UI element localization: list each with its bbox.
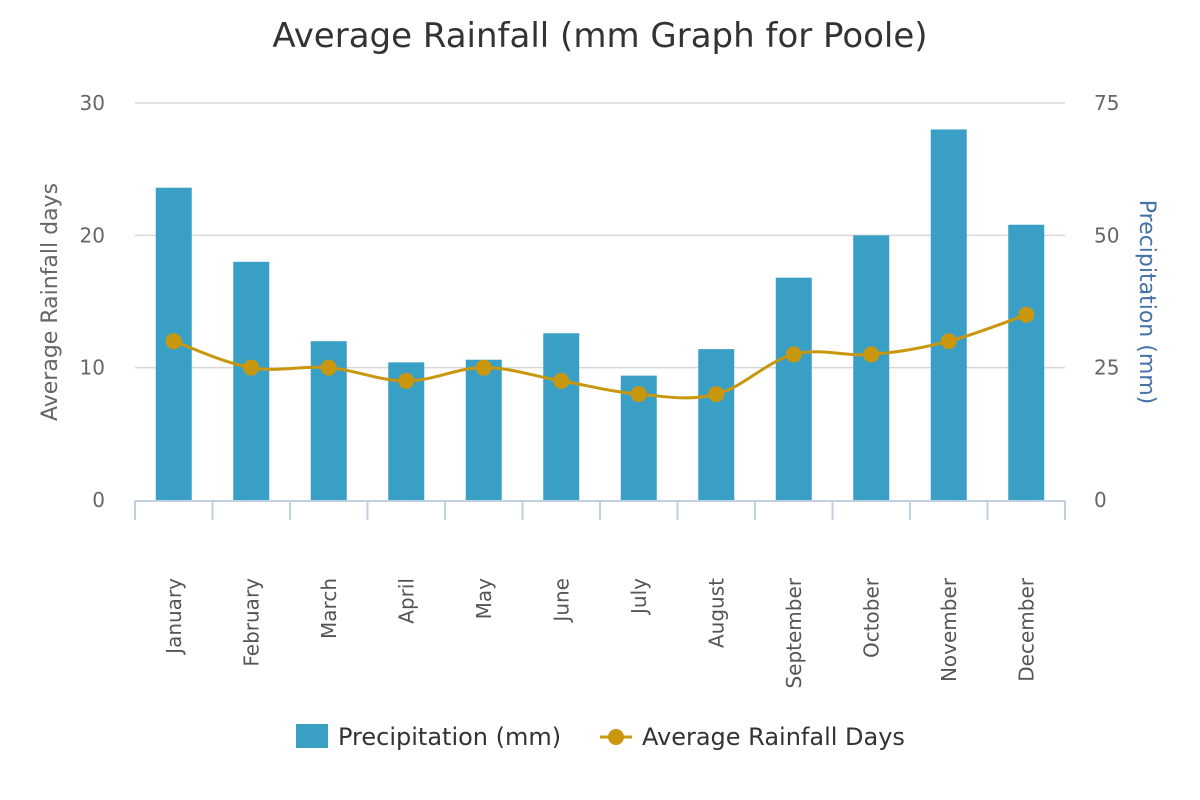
left-tick-label: 30 — [80, 91, 105, 115]
category-label-february: February — [239, 578, 263, 667]
precipitation-bars — [155, 129, 1045, 501]
x-axis — [134, 500, 1066, 520]
legend-item-precipitation[interactable]: Precipitation (mm) — [296, 723, 561, 751]
point-march[interactable] — [320, 359, 337, 376]
right-axis-ticks: 0 25 50 75 — [1094, 91, 1119, 512]
bar-february[interactable] — [233, 261, 270, 500]
right-tick-label: 0 — [1094, 488, 1107, 512]
bar-june[interactable] — [543, 333, 580, 500]
legend[interactable]: Precipitation (mm) Average Rainfall Days — [296, 723, 905, 751]
right-tick-label: 75 — [1094, 91, 1119, 115]
right-axis-title: Precipitation (mm) — [1134, 200, 1159, 405]
category-label-april: April — [394, 578, 418, 624]
category-label-december: December — [1014, 577, 1038, 681]
point-january[interactable] — [165, 333, 182, 350]
point-november[interactable] — [940, 333, 957, 350]
category-label-march: March — [317, 578, 341, 639]
legend-swatch-precipitation — [296, 724, 328, 748]
left-axis-ticks: 0 10 20 30 — [80, 91, 105, 512]
left-axis-title: Average Rainfall days — [38, 183, 63, 421]
bar-october[interactable] — [853, 235, 890, 501]
category-labels: January February March April May June July Augu… — [162, 577, 1039, 688]
bar-december[interactable] — [1008, 224, 1045, 500]
category-label-january: January — [162, 578, 186, 656]
bar-august[interactable] — [698, 349, 735, 500]
left-tick-label: 0 — [92, 488, 105, 512]
point-december[interactable] — [1018, 306, 1035, 323]
bar-may[interactable] — [465, 359, 502, 500]
point-july[interactable] — [630, 386, 647, 403]
category-label-october: October — [859, 577, 883, 658]
point-may[interactable] — [475, 359, 492, 376]
right-tick-label: 25 — [1094, 356, 1119, 380]
category-label-august: August — [704, 578, 728, 648]
legend-label-rainfall-days: Average Rainfall Days — [642, 723, 905, 751]
point-june[interactable] — [553, 372, 570, 389]
left-tick-label: 20 — [80, 223, 105, 247]
legend-item-rainfall-days[interactable]: Average Rainfall Days — [600, 723, 905, 751]
rainfall-days-series — [165, 306, 1035, 403]
rainfall-days-line — [173, 313, 1027, 400]
legend-label-precipitation: Precipitation (mm) — [338, 723, 561, 751]
category-label-july: July — [627, 578, 651, 616]
point-february[interactable] — [243, 359, 260, 376]
point-april[interactable] — [398, 372, 415, 389]
bar-november[interactable] — [930, 129, 967, 500]
left-tick-label: 10 — [80, 356, 105, 380]
point-october[interactable] — [863, 346, 880, 363]
category-label-september: September — [782, 577, 806, 688]
legend-marker-rainfall-days — [608, 729, 624, 745]
category-label-may: May — [472, 578, 496, 620]
point-august[interactable] — [708, 386, 725, 403]
category-label-june: June — [549, 578, 573, 624]
category-label-november: November — [937, 577, 961, 682]
gridlines — [135, 102, 1065, 369]
point-september[interactable] — [785, 346, 802, 363]
bar-september[interactable] — [775, 277, 812, 500]
right-tick-label: 50 — [1094, 223, 1119, 247]
chart-title: Average Rainfall (mm Graph for Poole) — [272, 16, 927, 56]
